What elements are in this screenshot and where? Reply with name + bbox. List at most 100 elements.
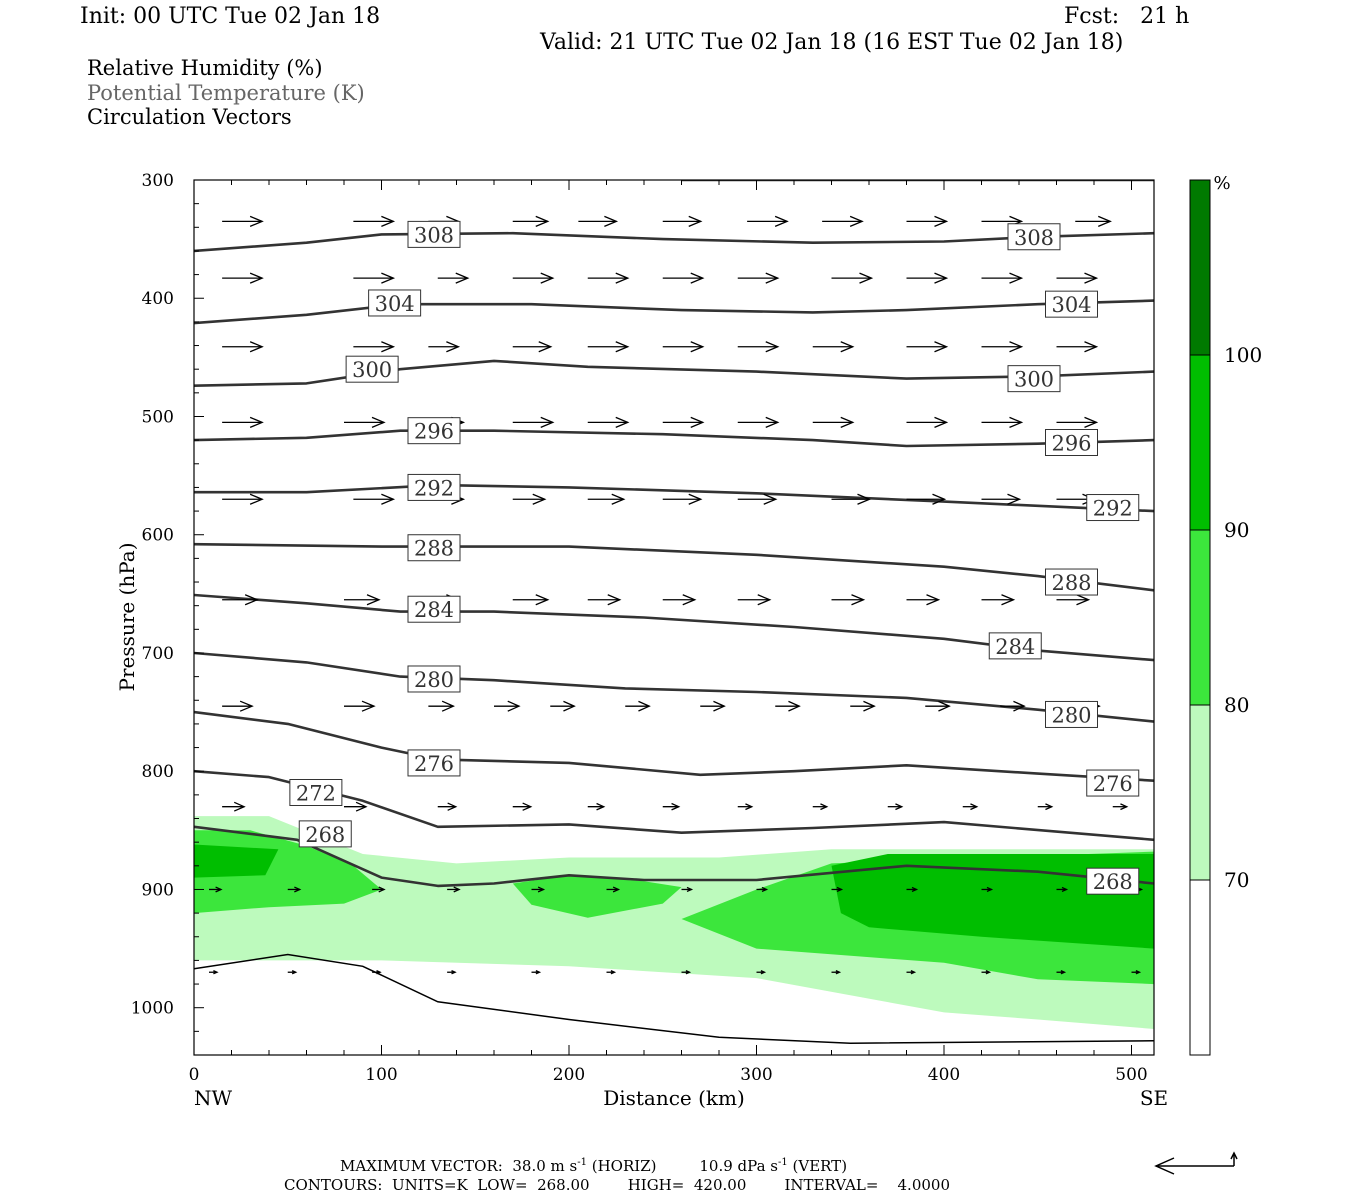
circulation-vector	[925, 700, 951, 712]
circulation-vector	[981, 970, 992, 975]
vector-head	[1098, 215, 1112, 227]
vector-head	[765, 272, 780, 284]
theta-label-box-308	[1007, 223, 1061, 251]
theta-label-268: 268	[305, 823, 345, 847]
y-tick-label: 600	[142, 526, 174, 546]
vector-head	[1009, 416, 1024, 428]
theta-label-304: 304	[375, 292, 415, 316]
vector-head	[688, 493, 703, 505]
circulation-vector	[512, 215, 550, 227]
vector-head	[540, 272, 555, 284]
vector-head	[765, 341, 780, 353]
circulation-vector	[887, 803, 904, 811]
circulation-vector	[1131, 970, 1142, 975]
circulation-vector	[962, 803, 979, 811]
theta-label-280: 280	[414, 668, 454, 692]
circulation-vector	[831, 493, 872, 505]
circulation-vector	[662, 215, 703, 227]
vector-head	[745, 803, 754, 811]
theta-label-box-300	[345, 355, 399, 383]
circulation-vector	[437, 272, 470, 284]
circulation-vector	[1056, 341, 1099, 353]
circulation-vector	[1075, 215, 1112, 227]
colorbar-seg	[1190, 705, 1210, 880]
theta-label-300: 300	[1014, 368, 1054, 392]
vector-head	[455, 272, 470, 284]
vector-head	[615, 272, 630, 284]
vector-head	[612, 886, 621, 893]
circulation-vector	[906, 272, 949, 284]
theta-label-box-288	[1045, 568, 1098, 596]
vector-head	[615, 416, 630, 428]
legend-vectors: Circulation Vectors	[87, 105, 292, 129]
vector-head	[1084, 272, 1099, 284]
vector-head	[986, 886, 994, 893]
theta-label-292: 292	[1093, 497, 1133, 521]
vector-head	[249, 272, 264, 284]
theta-contour-276	[194, 710, 1154, 782]
contours-info: CONTOURS: UNITS=K LOW= 268.00 HIGH= 420.…	[284, 1176, 950, 1194]
circulation-vector	[344, 700, 376, 712]
circulation-vector	[625, 700, 651, 712]
y-axis-label: Pressure (hPa)	[115, 543, 139, 692]
circulation-vector	[353, 272, 396, 284]
circulation-vector	[822, 215, 864, 227]
circulation-vector	[587, 416, 630, 428]
vector-head	[690, 341, 705, 353]
theta-label-box-296	[1045, 429, 1098, 456]
y-tick-label: 700	[142, 644, 174, 664]
theta-label-box-304	[1045, 290, 1098, 318]
circulation-vector	[1056, 594, 1091, 606]
circulation-vector	[587, 341, 630, 353]
vector-head	[760, 970, 767, 975]
vector-head	[685, 970, 692, 975]
theta-label-304: 304	[1051, 293, 1091, 317]
theta-label-300: 300	[352, 358, 392, 382]
theta-contour-280	[194, 651, 1154, 723]
circulation-vector	[981, 594, 1016, 606]
vector-head	[970, 803, 979, 811]
circulation-vector	[831, 970, 842, 975]
vector-head	[1084, 416, 1099, 428]
circulation-vector	[981, 886, 994, 893]
vector-head	[611, 493, 626, 505]
vector-head	[934, 272, 949, 284]
circulation-vector	[906, 215, 949, 227]
theta-label-288: 288	[1051, 571, 1091, 595]
vector-head	[615, 341, 630, 353]
vector-head	[835, 970, 842, 975]
circulation-vector	[737, 594, 772, 606]
circulation-vector	[906, 886, 919, 893]
vector-head	[820, 803, 829, 811]
vector-head	[1009, 341, 1024, 353]
circulation-vector	[344, 801, 368, 812]
circulation-vector	[353, 341, 396, 353]
forecast-hour: Fcst: 21 h	[1064, 4, 1190, 29]
circulation-vector	[1000, 700, 1026, 712]
theta-contour-288	[194, 542, 1154, 592]
vector-head	[378, 886, 386, 893]
vector-head	[682, 594, 697, 606]
plot-frame	[193, 179, 1155, 1056]
vector-head	[371, 416, 386, 428]
theta-label-box-288	[407, 534, 461, 562]
vector-layer	[209, 215, 1144, 975]
circulation-vector	[737, 341, 780, 353]
circulation-vector	[512, 272, 555, 284]
circulation-vector	[353, 493, 396, 505]
circulation-vector	[606, 886, 621, 893]
circulation-vector	[981, 272, 1024, 284]
vector-head	[447, 802, 458, 811]
exp-vert: -1	[778, 1157, 788, 1168]
x-tick-label: 400	[928, 1065, 960, 1085]
y-tick-label: 900	[142, 880, 174, 900]
circulation-vector	[1056, 970, 1067, 975]
vector-head	[361, 700, 376, 712]
vector-head	[1001, 594, 1016, 606]
x-tick-label: 0	[189, 1065, 200, 1085]
vector-head	[690, 272, 705, 284]
legend-theta: Potential Temperature (K)	[87, 81, 365, 105]
circulation-vector	[906, 416, 949, 428]
circulation-vector	[747, 215, 789, 227]
circulation-vector	[812, 416, 855, 428]
